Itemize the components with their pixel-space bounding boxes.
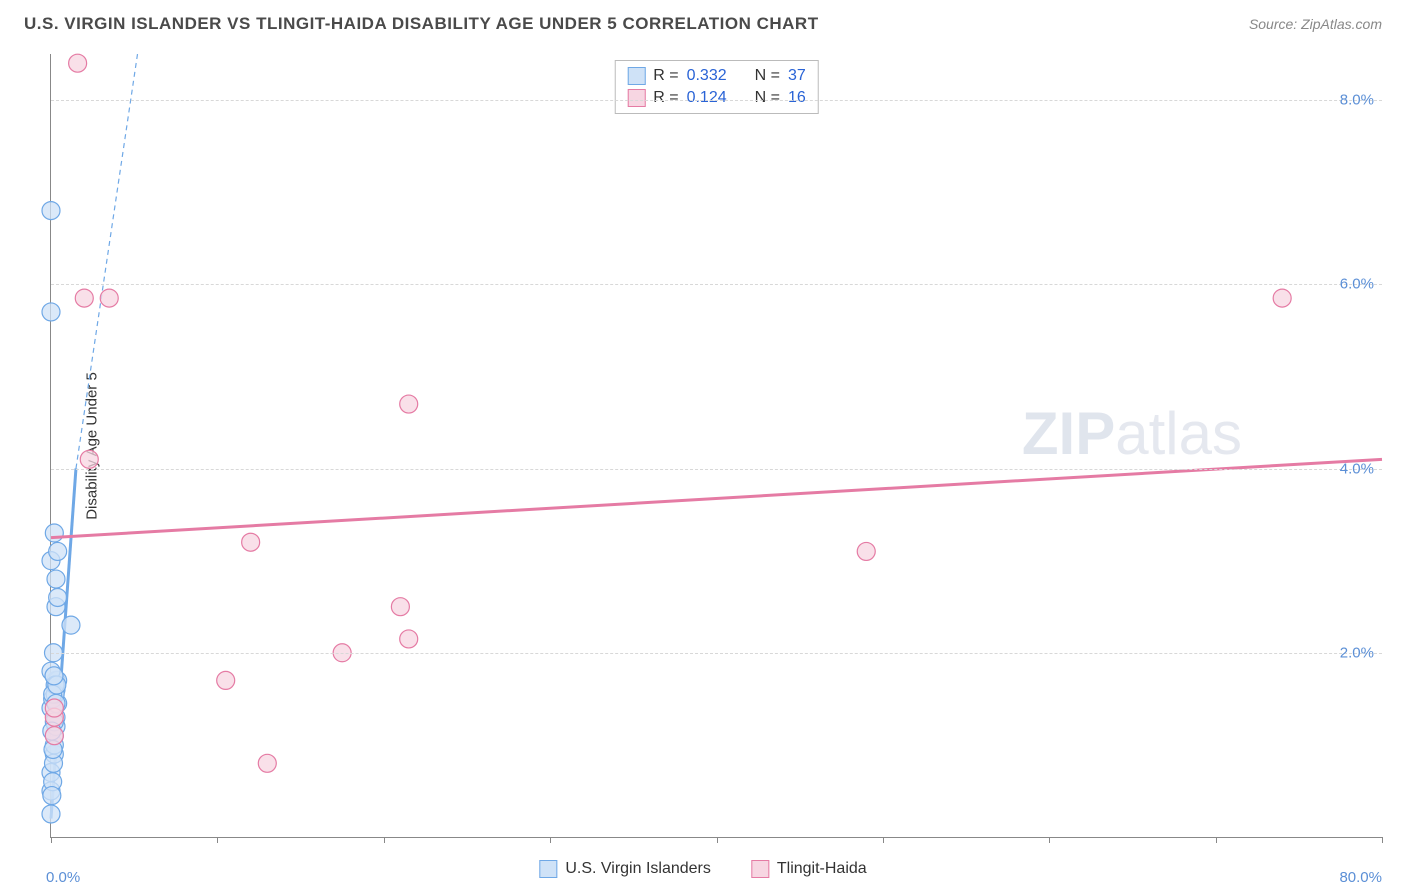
- data-point: [69, 54, 87, 72]
- x-tick: [1049, 837, 1050, 843]
- data-point: [42, 303, 60, 321]
- y-tick-label: 6.0%: [1340, 276, 1374, 293]
- data-point: [62, 616, 80, 634]
- data-point: [42, 202, 60, 220]
- x-tick: [1382, 837, 1383, 843]
- x-tick: [883, 837, 884, 843]
- data-point: [217, 671, 235, 689]
- legend-label: Tlingit-Haida: [777, 860, 867, 878]
- x-tick: [550, 837, 551, 843]
- gridline: [51, 284, 1382, 285]
- data-point: [391, 598, 409, 616]
- scatter-svg: [51, 54, 1382, 837]
- legend-item: U.S. Virgin Islanders: [539, 860, 711, 878]
- legend-item: Tlingit-Haida: [751, 860, 867, 878]
- data-point: [49, 588, 67, 606]
- chart-plot-area: ZIPatlas R =0.332N =37R =0.124N =16 2.0%…: [50, 54, 1382, 838]
- data-point: [75, 289, 93, 307]
- x-tick: [384, 837, 385, 843]
- gridline: [51, 469, 1382, 470]
- x-tick-min: 0.0%: [46, 869, 80, 886]
- y-tick-label: 8.0%: [1340, 92, 1374, 109]
- legend-swatch: [539, 860, 557, 878]
- y-tick-label: 4.0%: [1340, 460, 1374, 477]
- data-point: [45, 524, 63, 542]
- data-point: [42, 805, 60, 823]
- data-point: [857, 542, 875, 560]
- data-point: [45, 727, 63, 745]
- x-tick: [51, 837, 52, 843]
- data-point: [1273, 289, 1291, 307]
- data-point: [43, 787, 61, 805]
- data-point: [45, 699, 63, 717]
- y-tick-label: 2.0%: [1340, 644, 1374, 661]
- series-legend: U.S. Virgin Islanders Tlingit-Haida: [539, 860, 866, 878]
- x-tick: [217, 837, 218, 843]
- data-point: [47, 570, 65, 588]
- trend-line: [51, 459, 1382, 537]
- chart-title: U.S. VIRGIN ISLANDER VS TLINGIT-HAIDA DI…: [24, 14, 819, 34]
- x-tick-max: 80.0%: [1339, 869, 1382, 886]
- data-point: [400, 395, 418, 413]
- x-tick: [1216, 837, 1217, 843]
- data-point: [45, 667, 63, 685]
- data-point: [49, 542, 67, 560]
- gridline: [51, 653, 1382, 654]
- legend-swatch: [751, 860, 769, 878]
- data-point: [258, 754, 276, 772]
- data-point: [242, 533, 260, 551]
- legend-label: U.S. Virgin Islanders: [565, 860, 711, 878]
- gridline: [51, 100, 1382, 101]
- source-attribution: Source: ZipAtlas.com: [1249, 16, 1382, 32]
- data-point: [100, 289, 118, 307]
- data-point: [400, 630, 418, 648]
- trend-line: [76, 54, 138, 469]
- x-tick: [717, 837, 718, 843]
- data-point: [80, 450, 98, 468]
